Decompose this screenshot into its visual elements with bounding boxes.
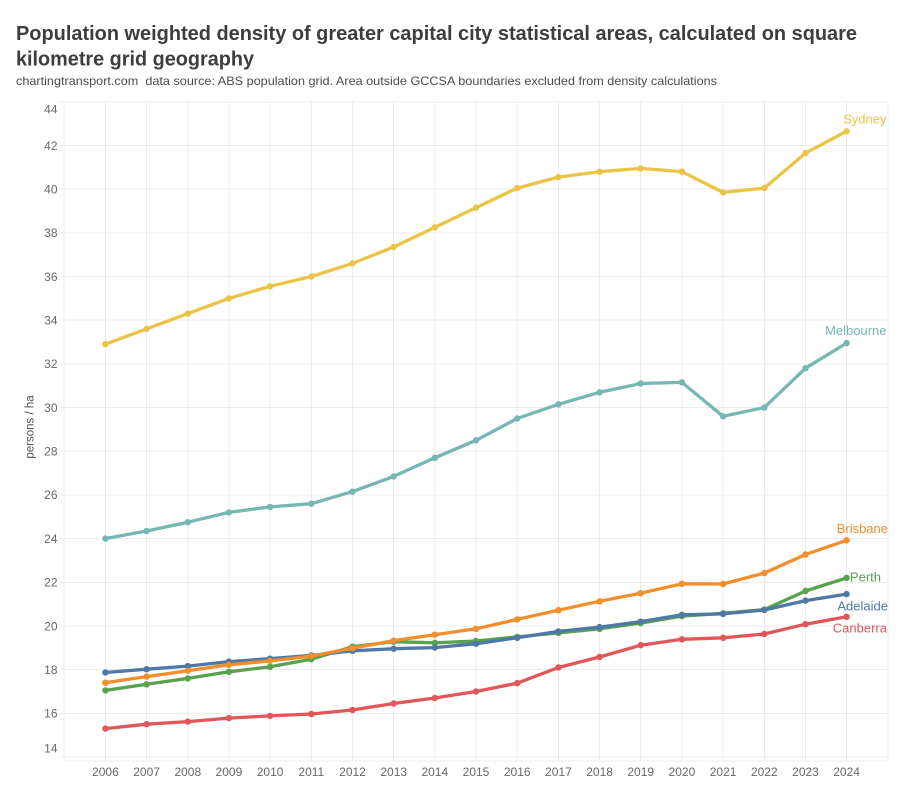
svg-text:Population weighted density of: Population weighted density of greater c… [16,23,857,45]
svg-text:2023: 2023 [792,765,819,779]
svg-text:Brisbane: Brisbane [837,521,888,536]
svg-text:2013: 2013 [380,765,407,779]
svg-text:chartingtransport.com data so: chartingtransport.com data source: ABS p… [16,74,717,88]
svg-text:2011: 2011 [298,765,324,779]
svg-text:16: 16 [44,707,58,721]
svg-text:30: 30 [44,401,58,415]
svg-text:2009: 2009 [216,765,243,779]
svg-text:42: 42 [44,139,58,153]
svg-text:22: 22 [44,576,58,590]
svg-text:2020: 2020 [669,765,696,779]
svg-text:2018: 2018 [586,765,613,779]
svg-text:Perth: Perth [850,570,881,585]
svg-text:2016: 2016 [504,765,531,779]
svg-text:20: 20 [44,619,58,633]
svg-text:2012: 2012 [339,765,366,779]
svg-text:26: 26 [44,488,58,502]
svg-text:34: 34 [44,314,58,328]
svg-text:Sydney: Sydney [843,112,887,127]
svg-text:2017: 2017 [545,765,572,779]
svg-text:2010: 2010 [257,765,284,779]
svg-text:2008: 2008 [174,765,201,779]
svg-text:Adelaide: Adelaide [837,599,888,614]
svg-text:2014: 2014 [421,765,448,779]
svg-text:38: 38 [44,226,58,240]
svg-text:32: 32 [44,357,58,371]
svg-text:2024: 2024 [833,765,860,779]
svg-text:2019: 2019 [627,765,654,779]
svg-text:14: 14 [44,742,58,756]
svg-text:Canberra: Canberra [833,621,888,636]
svg-text:persons / ha: persons / ha [25,395,37,459]
svg-text:2021: 2021 [710,765,737,779]
svg-text:kilometre grid geography: kilometre grid geography [16,48,255,70]
svg-text:28: 28 [44,445,58,459]
svg-text:2006: 2006 [92,765,119,779]
svg-text:2022: 2022 [751,765,778,779]
svg-text:36: 36 [44,270,58,284]
svg-text:Melbourne: Melbourne [825,323,886,338]
svg-text:2007: 2007 [133,765,160,779]
svg-text:44: 44 [44,103,58,117]
svg-text:24: 24 [44,532,58,546]
svg-text:18: 18 [44,663,58,677]
svg-text:2015: 2015 [463,765,490,779]
svg-text:40: 40 [44,183,58,197]
